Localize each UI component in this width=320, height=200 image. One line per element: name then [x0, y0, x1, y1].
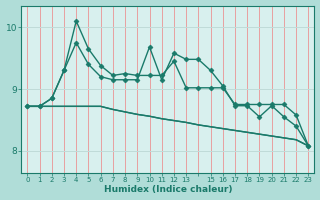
X-axis label: Humidex (Indice chaleur): Humidex (Indice chaleur): [104, 185, 232, 194]
